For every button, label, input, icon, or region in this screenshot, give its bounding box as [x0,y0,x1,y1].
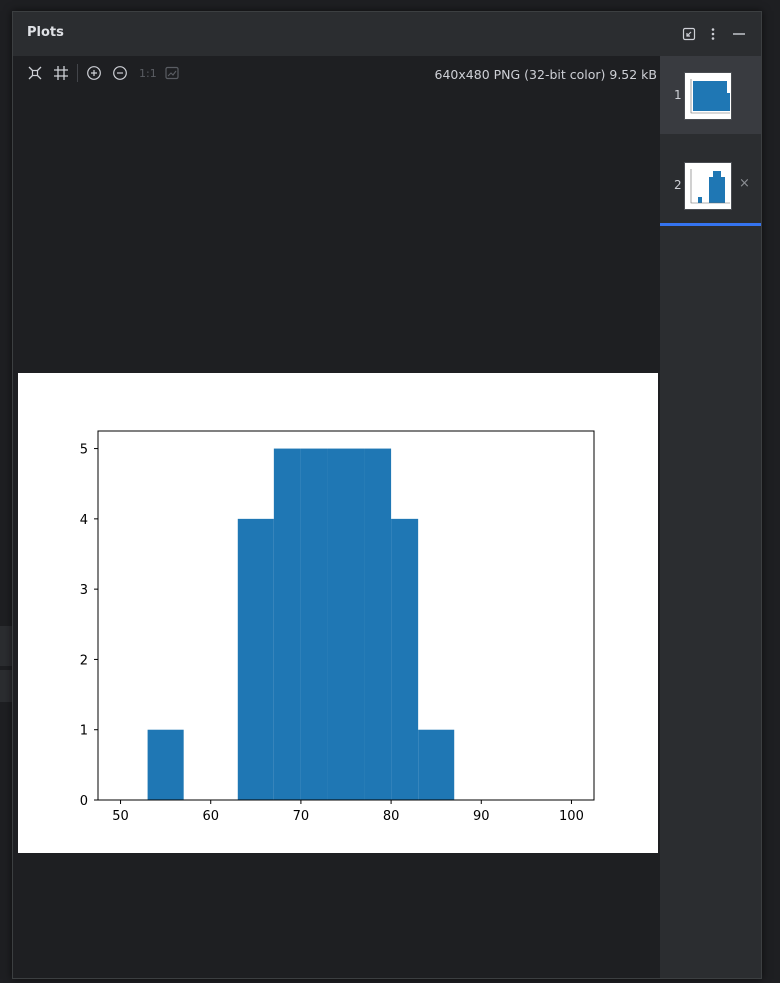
minimize-icon[interactable] [731,26,747,42]
plot-toolbar: 1:1 640x480 PNG (32-bit color) 9.52 kB [13,56,661,90]
title-bar: Plots [13,12,761,56]
x-tick-label: 90 [473,809,490,824]
plots-window: Plots 1:1 640x480 PNG (32-bit color) 9.5… [12,11,762,979]
actual-size-button[interactable]: 1:1 [139,67,157,80]
histogram-bar [237,518,274,800]
histogram-bar [327,448,365,800]
histogram-bar [391,518,419,800]
thumbnail-close-button[interactable]: × [739,176,750,191]
plot-image: 50 60 70 80 90 100 0 1 2 3 4 5 [18,373,658,853]
y-tick-label: 4 [80,513,88,528]
x-tick-label: 100 [559,809,584,824]
thumbnail-1[interactable]: 1 [660,56,761,134]
histogram-bar [273,448,301,800]
histogram-bar [418,729,455,800]
y-tick-label: 3 [80,583,88,598]
restore-icon[interactable] [681,26,697,42]
histogram-bar [364,448,392,800]
x-tick-label: 50 [112,809,129,824]
histogram-bar [147,729,184,800]
toolbar-divider [77,64,78,82]
axes-frame [97,430,595,801]
thumbnail-number: 2 [674,178,682,192]
thumbnail-2[interactable]: 2 × [660,146,761,224]
histogram-bar [300,448,328,800]
image-info: 640x480 PNG (32-bit color) 9.52 kB [434,67,657,82]
thumbnail-image [684,162,732,210]
fit-zoom-icon[interactable] [27,65,43,81]
zoom-in-icon[interactable] [86,65,102,81]
y-tick-label: 1 [80,724,88,739]
image-view-icon[interactable] [164,65,180,81]
x-tick-label: 60 [202,809,219,824]
zoom-out-icon[interactable] [112,65,128,81]
background-right-strip [762,0,780,983]
plot-thumbnails-sidebar: 1 2 × [660,56,761,978]
y-tick-label: 0 [80,794,88,809]
y-tick-label: 2 [80,653,88,668]
more-options-icon[interactable] [705,26,721,42]
x-tick-label: 70 [293,809,310,824]
x-tick-label: 80 [383,809,400,824]
thumbnail-image [684,72,732,120]
selected-indicator [660,223,761,226]
plot-viewport: 50 60 70 80 90 100 0 1 2 3 4 5 [13,90,661,978]
y-tick-label: 5 [80,443,88,458]
thumbnail-number: 1 [674,88,682,102]
grid-icon[interactable] [53,65,69,81]
histogram-chart: 50 60 70 80 90 100 0 1 2 3 4 5 [80,430,595,824]
window-title: Plots [27,25,64,40]
